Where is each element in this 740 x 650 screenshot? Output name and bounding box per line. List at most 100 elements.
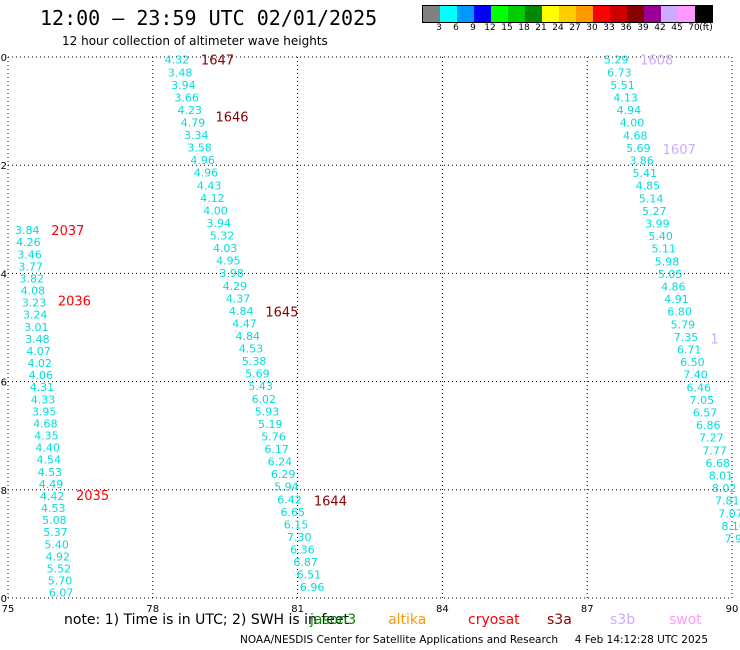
wave-height-value: 3.66 (174, 91, 199, 104)
wave-height-value: 4.13 (613, 92, 638, 105)
wave-height-value: 5.41 (632, 167, 657, 180)
legend-swatch (627, 6, 644, 22)
wave-height-value: 3.99 (645, 217, 670, 230)
wave-height-value: 6.96 (300, 581, 325, 594)
wave-height-value: 3.98 (219, 267, 244, 280)
page-title: 12:00 — 23:59 UTC 02/01/2025 (40, 6, 378, 30)
footer-credit: NOAA/NESDIS Center for Satellite Applica… (240, 634, 558, 646)
legend-label: 42 (654, 23, 666, 33)
wave-height-value: 5.94 (274, 481, 299, 494)
wave-height-value: 6.46 (686, 381, 711, 394)
legend-label: 21 (535, 23, 547, 33)
pass-time-label: 1646 (215, 111, 248, 126)
pass-time-label: 2036 (58, 294, 91, 309)
y-tick-label: -8 (0, 486, 7, 497)
wave-height-value: 3.24 (23, 309, 48, 322)
wave-height-value: 4.68 (33, 417, 58, 430)
wave-height-value: 4.07 (26, 345, 51, 358)
wave-height-value: 4.03 (213, 242, 238, 255)
wave-height-value: 5.98 (655, 255, 680, 268)
legend-swatch (440, 6, 457, 22)
wave-height-value: 6.02 (252, 393, 277, 406)
wave-height-value: 8.10 (721, 520, 740, 533)
legend-swatch (678, 6, 695, 22)
wave-height-value: 6.24 (268, 456, 293, 469)
wave-height-value: 4.53 (38, 466, 63, 479)
wave-height-value: 4.33 (31, 393, 56, 406)
legend-label: 18 (518, 23, 530, 33)
wave-height-value: 3.46 (17, 248, 42, 261)
legend-label: 36 (620, 23, 632, 33)
x-tick-label: 90 (726, 604, 739, 615)
legend-swatch (695, 6, 712, 22)
legend-label: 3 (436, 23, 442, 33)
wave-height-value: 6.86 (696, 419, 721, 432)
wave-height-value: 4.35 (34, 430, 59, 443)
legend-swatch (525, 6, 542, 22)
wave-height-value: 5.52 (47, 562, 72, 575)
satellite-name-altika: altika (388, 612, 427, 628)
x-tick-label: 78 (146, 604, 159, 615)
wave-height-value: 4.92 (45, 550, 70, 563)
wave-height-value: 4.08 (21, 285, 46, 298)
wave-height-value: 5.14 (639, 192, 664, 205)
x-tick-label: 81 (291, 604, 304, 615)
wave-height-value: 3.48 (168, 66, 193, 79)
legend-label: 9 (470, 23, 476, 33)
wave-height-value: 6.57 (693, 406, 718, 419)
pass-time-label: 1607 (663, 143, 696, 158)
wave-height-value: 6.71 (677, 343, 702, 356)
legend-swatch (576, 6, 593, 22)
wave-height-value: 4.06 (29, 369, 54, 382)
legend-label: 6 (453, 23, 459, 33)
wave-height-value: 6.42 (277, 493, 302, 506)
wave-height-value: 6.87 (293, 556, 318, 569)
wave-height-value: 7.07 (718, 507, 740, 520)
wave-height-value: 4.53 (41, 502, 66, 515)
page-subtitle: 12 hour collection of altimeter wave hei… (62, 34, 328, 48)
wave-height-value: 6.80 (667, 306, 692, 319)
wave-height-value: 5.79 (671, 318, 696, 331)
wave-height-value: 4.85 (636, 180, 661, 193)
wave-height-value: 4.37 (226, 292, 251, 305)
y-tick-label: -10 (0, 594, 7, 605)
wave-height-value: 4.42 (40, 490, 65, 503)
legend-swatch (593, 6, 610, 22)
pass-time-label: 1644 (314, 495, 347, 510)
legend-swatch (661, 6, 678, 22)
x-tick-label: 75 (2, 604, 15, 615)
wave-height-value: 5.43 (248, 380, 273, 393)
x-tick-label: 87 (581, 604, 594, 615)
wave-height-value: 6.29 (271, 468, 296, 481)
wave-height-value: 4.32 (165, 54, 190, 67)
wave-height-value: 6.15 (284, 518, 309, 531)
wave-height-value: 4.79 (181, 116, 206, 129)
wave-height-value: 5.05 (658, 268, 683, 281)
wave-height-value: 4.84 (229, 305, 254, 318)
footer-timestamp: 4 Feb 14:12:28 UTC 2025 (574, 634, 709, 646)
wave-height-value: 5.40 (44, 538, 69, 551)
pass-time-label: 2035 (76, 489, 109, 504)
wave-height-value: 3.23 (22, 297, 47, 310)
wave-height-value: 8.02 (712, 482, 737, 495)
wave-height-value: 7.40 (683, 369, 708, 382)
wave-height-value: 6.65 (281, 506, 306, 519)
footer: NOAA/NESDIS Center for Satellite Applica… (240, 634, 708, 646)
wave-height-value: 4.00 (620, 117, 645, 130)
wave-height-value: 7.27 (699, 432, 724, 445)
wave-height-value: 5.51 (610, 79, 635, 92)
wave-height-value: 3.58 (187, 142, 212, 155)
wave-height-value: 5.11 (652, 243, 677, 256)
wave-height-value: 3.01 (24, 321, 49, 334)
wave-height-value: 4.12 (200, 192, 225, 205)
wave-height-value: 5.29 (604, 54, 629, 67)
wave-height-value: 3.48 (25, 333, 50, 346)
legend-swatch (474, 6, 491, 22)
wave-height-value: 4.91 (664, 293, 689, 306)
wave-height-value: 5.27 (642, 205, 667, 218)
wave-height-value: 5.70 (48, 575, 73, 588)
wave-height-value: 6.07 (49, 587, 74, 600)
y-tick-label: -2 (0, 161, 7, 172)
wave-height-value: 7.96 (725, 532, 740, 545)
